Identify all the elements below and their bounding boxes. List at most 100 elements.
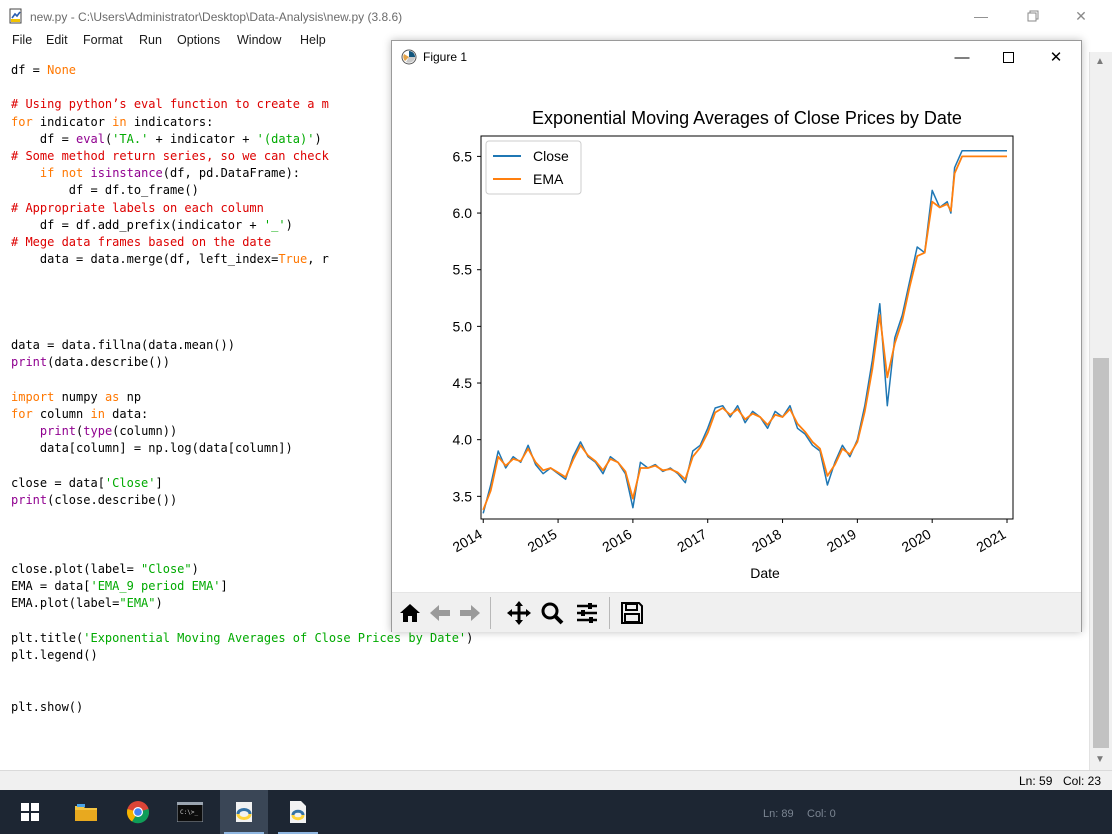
code-token: 'EMA_9 period EMA' <box>90 579 221 594</box>
minimize-button[interactable]: — <box>958 0 1004 32</box>
close-button[interactable]: ✕ <box>1058 0 1104 32</box>
code-line: df = None <box>11 62 473 79</box>
code-token: ] <box>155 475 163 490</box>
code-token: '_' <box>263 217 286 232</box>
ghost-status-line: Ln: 89 <box>763 808 794 820</box>
menu-window[interactable]: Window <box>237 33 282 47</box>
code-token: numpy <box>54 389 105 404</box>
code-token: # Mege data frames based on the date <box>11 235 272 250</box>
window-title: new.py - C:\Users\Administrator\Desktop\… <box>30 10 403 24</box>
save-button[interactable] <box>618 599 646 627</box>
code-line: print(data.describe()) <box>11 354 473 371</box>
taskbar-cmd[interactable]: C:\>_ <box>166 790 214 834</box>
code-token: ) <box>314 131 322 146</box>
y-tick-label: 3.5 <box>453 488 473 504</box>
code-token: EMA.plot(label= <box>11 596 120 611</box>
code-token: in <box>112 114 127 129</box>
code-token: "EMA" <box>119 596 156 611</box>
code-token: close = data[ <box>11 475 105 490</box>
menu-file[interactable]: File <box>12 33 33 47</box>
x-axis-label: Date <box>750 565 780 581</box>
code-token: data[column] = np.log(data[column]) <box>11 441 293 456</box>
code-line: plt.show() <box>11 699 473 716</box>
menu-format[interactable]: Format <box>83 33 123 47</box>
taskbar: C:\>_ Ln: 89 Col: 0 <box>0 790 1112 834</box>
menu-run[interactable]: Run <box>139 33 162 47</box>
code-token: None <box>47 63 77 77</box>
zoom-icon <box>541 602 564 625</box>
forward-button[interactable] <box>456 599 484 627</box>
home-icon <box>400 604 420 622</box>
idle-app-icon <box>9 8 22 24</box>
configure-subplots-button[interactable] <box>573 599 601 627</box>
code-token: # Appropriate labels on each column <box>11 200 264 215</box>
x-tick-label: 2014 <box>450 526 485 556</box>
code-token: '(data)' <box>256 131 315 146</box>
close-icon: ✕ <box>1049 49 1063 66</box>
code-line: EMA = data['EMA_9 period EMA'] <box>11 578 473 595</box>
home-button[interactable] <box>396 599 424 627</box>
code-token: "Close" <box>141 561 192 576</box>
taskbar-python-file[interactable] <box>274 790 322 834</box>
code-line: close = data['Close'] <box>11 475 473 492</box>
code-token: print <box>11 493 48 508</box>
scroll-thumb[interactable] <box>1093 358 1109 748</box>
scroll-up-icon[interactable]: ▲ <box>1095 56 1105 67</box>
back-button[interactable] <box>426 599 454 627</box>
editor-scrollbar[interactable]: ▲ ▼ <box>1089 52 1112 770</box>
code-line: for indicator in indicators: <box>11 114 473 131</box>
code-token: plt.legend() <box>11 647 98 662</box>
code-line: df = df.add_prefix(indicator + '_') <box>11 217 473 234</box>
code-line: # Using python’s eval function to create… <box>11 96 473 113</box>
figure-maximize-button[interactable] <box>985 41 1031 73</box>
code-token: isinstance <box>90 166 163 181</box>
pan-button[interactable] <box>505 599 533 627</box>
figure-minimize-button[interactable]: — <box>939 41 985 73</box>
code-token: as <box>104 389 120 404</box>
zoom-button[interactable] <box>538 599 566 627</box>
code-line: df = eval('TA.' + indicator + '(data)') <box>11 131 473 148</box>
start-button[interactable] <box>6 790 54 834</box>
x-tick-label: 2018 <box>749 526 784 556</box>
menu-help[interactable]: Help <box>300 33 326 47</box>
taskbar-python-idle[interactable] <box>220 790 268 834</box>
code-line <box>11 664 473 681</box>
code-token: df = <box>11 63 48 77</box>
code-text[interactable]: df = None # Using python’s eval function… <box>11 62 473 716</box>
menu-edit[interactable]: Edit <box>46 33 68 47</box>
file-explorer-icon <box>75 804 97 821</box>
minimize-icon: — <box>974 8 988 24</box>
code-token: type <box>83 424 113 439</box>
taskbar-file-explorer[interactable] <box>62 790 110 834</box>
code-token: np <box>119 389 142 404</box>
y-tick-label: 4.5 <box>453 375 473 391</box>
code-token: (close.describe()) <box>47 493 178 508</box>
code-token: import <box>11 389 55 404</box>
y-tick-label: 4.0 <box>453 432 473 448</box>
code-token: column <box>32 407 91 422</box>
code-token: plt.show() <box>11 699 84 714</box>
code-token: (column)) <box>112 424 178 439</box>
code-token: + indicator + <box>148 131 257 146</box>
x-tick-label: 2019 <box>824 526 859 556</box>
code-token: print <box>11 355 48 370</box>
code-token: for <box>11 114 33 129</box>
code-token: eval <box>76 131 105 146</box>
code-token: not <box>61 166 84 181</box>
figure-close-button[interactable]: ✕ <box>1033 41 1079 73</box>
legend-label-close: Close <box>533 148 569 164</box>
figure-window[interactable]: Figure 1 — ✕ Exponential Moving Averages… <box>391 40 1082 632</box>
figure-toolbar <box>392 592 1081 632</box>
code-line: print(close.describe()) <box>11 492 473 509</box>
restore-button[interactable] <box>1010 0 1056 32</box>
legend-box <box>485 140 582 195</box>
taskbar-chrome[interactable] <box>114 790 162 834</box>
code-line: print(type(column)) <box>11 423 473 440</box>
menu-options[interactable]: Options <box>177 33 221 47</box>
code-line: data = data.fillna(data.mean()) <box>11 337 473 354</box>
forward-icon <box>460 605 480 621</box>
code-line: plt.legend() <box>11 647 473 664</box>
code-line: if not isinstance(df, pd.DataFrame): <box>11 165 473 182</box>
code-token: close.plot(label= <box>11 561 142 576</box>
scroll-down-icon[interactable]: ▼ <box>1095 754 1105 765</box>
